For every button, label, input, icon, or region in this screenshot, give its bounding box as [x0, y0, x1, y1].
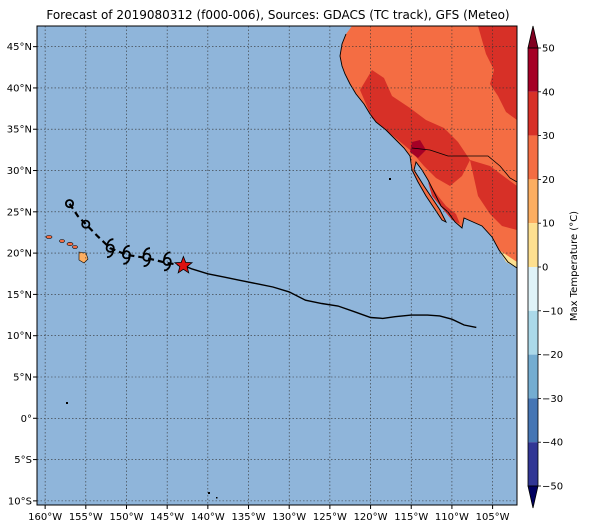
colorbar-tick-label: 20 [542, 175, 555, 186]
colorbar-tick-label: 50 [542, 44, 555, 55]
small-island [208, 492, 210, 494]
storm-symbols [65, 199, 194, 274]
hot-region-southwest [360, 70, 470, 186]
small-island [216, 497, 218, 499]
longitude-tick-label: 150°W [109, 512, 143, 523]
latitude-tick-label: 15°N [7, 290, 32, 301]
forecast-track-line [68, 202, 184, 267]
hot-region-northeast [478, 26, 517, 120]
latitude-tick-label: 35°N [7, 125, 32, 136]
colorbar-tick-label: −20 [542, 350, 563, 361]
longitude-tick-label: 145°W [150, 512, 184, 523]
colorbar-band [528, 398, 538, 443]
colorbar-band [528, 135, 538, 180]
latitude-tick-label: 10°N [7, 331, 32, 342]
hot-region-texas [470, 160, 517, 230]
colorbar-band [528, 354, 538, 399]
small-island [389, 178, 391, 180]
colorbar-band [528, 442, 538, 486]
colorbar-band [528, 91, 538, 136]
colorbar-band [528, 48, 538, 92]
storm-circle-symbol [65, 199, 74, 209]
colorbar-band [528, 267, 538, 311]
map-panel: 160°W 155°W 150°W 145°W 140°W 135°W 130°W 125°W… [7, 25, 518, 523]
latitude-tick-label: 5°N [13, 372, 32, 383]
cool-coastal-strip [499, 250, 517, 268]
colorbar-tick-label: −40 [542, 438, 563, 449]
longitude-tick-label: 115°W [394, 512, 428, 523]
colorbar-tick-label: −10 [542, 306, 563, 317]
latitude-tick-label: 0° [21, 414, 32, 425]
hot-region-baja [428, 182, 460, 224]
longitude-tick-label: 120°W [354, 512, 388, 523]
longitude-axis: 160°W 155°W 150°W 145°W 140°W 135°W 130°W 125°W… [28, 505, 510, 523]
hurricane-symbol [105, 238, 115, 259]
coastline-west [339, 33, 411, 157]
longitude-tick-label: 135°W [232, 512, 266, 523]
latitude-tick-label: 45°N [7, 42, 32, 53]
baja-coastline [409, 155, 517, 269]
colorbar-band [528, 179, 538, 224]
longitude-tick-label: 110°W [435, 512, 469, 523]
latitude-tick-label: 10°S [8, 496, 32, 507]
current-position-star-icon [173, 255, 194, 274]
colorbar-band [528, 310, 538, 355]
hurricane-symbol [162, 251, 172, 272]
latitude-tick-label: 40°N [7, 83, 32, 94]
longitude-tick-label: 125°W [313, 512, 347, 523]
colorbar-label: Max Temperature (°C) [569, 211, 580, 321]
longitude-tick-label: 155°W [69, 512, 103, 523]
us-mexico-border [411, 147, 517, 183]
storm-tracks [68, 202, 477, 329]
map-title: Forecast of 2019080312 (f000-006), Sourc… [46, 8, 509, 22]
latitude-tick-label: 25°N [7, 207, 32, 218]
past-track-line [183, 264, 477, 329]
map-frame [36, 25, 518, 506]
latitude-tick-label: 30°N [7, 166, 32, 177]
longitude-tick-label: 140°W [191, 512, 225, 523]
colorbar-tick-label: 0 [542, 263, 548, 274]
colorbar: 50 40 30 20 10 0 −10 −20 −30 −40 −50 Max Temperatu… [527, 25, 580, 509]
hurricane-symbol [122, 244, 131, 265]
colorbar-tick-label: −50 [542, 482, 563, 493]
latitude-tick-label: 5°S [14, 455, 32, 466]
hurricane-symbol [142, 247, 152, 268]
colorbar-tick-label: 30 [542, 131, 555, 142]
storm-circle-symbol [81, 219, 91, 229]
colorbar-tick-label: 10 [542, 219, 555, 230]
latitude-axis: 10°S 5°S 0° 5°N 10°N 15°N 20°N 25°N 30°N 35°N 40°N… [7, 42, 37, 507]
longitude-tick-label: 160°W [28, 512, 62, 523]
longitude-tick-label: 105°W [476, 512, 510, 523]
latitude-tick-label: 20°N [7, 249, 32, 260]
gridlines [37, 26, 517, 505]
longitude-tick-label: 130°W [272, 512, 306, 523]
small-island [66, 402, 68, 404]
colorbar-extend-max [527, 25, 539, 49]
colorbar-band [528, 223, 538, 267]
colorbar-extend-min [527, 485, 539, 509]
colorbar-tick-label: 40 [542, 87, 555, 98]
colorbar-tick-label: −30 [542, 394, 563, 405]
